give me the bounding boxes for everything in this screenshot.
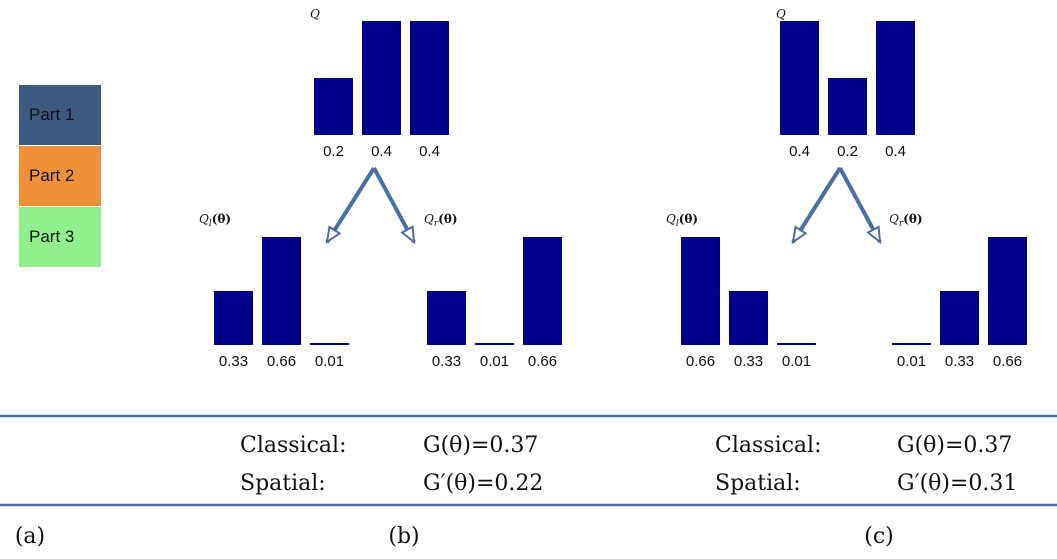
panel-b-left-bar-3 xyxy=(310,343,349,345)
panel-c-classical-label: Classical: xyxy=(715,433,822,458)
panel-b-left-tick-2: 0.66 xyxy=(267,353,296,370)
legend-part-1-label: Part 1 xyxy=(29,105,75,124)
panel-c-right-bar-2 xyxy=(940,291,979,345)
panel-c-left-bar-3 xyxy=(777,343,816,345)
panel-b-arrow-right xyxy=(372,167,416,245)
panel-c-left-bar-2 xyxy=(729,291,768,345)
panel-b-parent-bar-2 xyxy=(362,21,401,135)
panel-c-parent-bar-2 xyxy=(828,78,867,135)
panel-b-right-bar-2 xyxy=(475,343,514,345)
panel-b-left-tick-3: 0.01 xyxy=(315,353,344,370)
panel-c-right-bar-3 xyxy=(988,237,1027,345)
panel-c-parent-bar-3 xyxy=(876,21,915,135)
panel-c-left-tick-3: 0.01 xyxy=(782,353,811,370)
panel-b-parent-tick-3: 0.4 xyxy=(419,143,440,160)
panel-c-parent-bar-1 xyxy=(780,21,819,135)
panel-c-arrow-left xyxy=(791,166,842,245)
panel-c-left-bar-1 xyxy=(681,237,720,345)
panel-label-a: (a) xyxy=(15,524,45,549)
panel-b-spatial-value: G′(θ)=0.22 xyxy=(423,471,543,496)
legend-part-2-label: Part 2 xyxy=(29,166,75,185)
legend-part-3-label: Part 3 xyxy=(29,227,75,246)
panel-c-parent-tick-3: 0.4 xyxy=(885,143,906,160)
panel-c-right-bar-1 xyxy=(892,343,931,345)
panel-b-classical-value: G(θ)=0.37 xyxy=(423,433,538,458)
panel-b-right-tick-2: 0.01 xyxy=(480,353,509,370)
panel-b-right-bar-3 xyxy=(523,237,562,345)
panel-c-classical-value: G(θ)=0.37 xyxy=(897,433,1012,458)
panel-b-left-bar-2 xyxy=(262,237,301,345)
panel-c-right-tick-1: 0.01 xyxy=(897,353,926,370)
panel-b-right-label: Qr(θ) xyxy=(424,212,458,229)
panel-c-spatial-label: Spatial: xyxy=(715,471,801,496)
panel-c-spatial-value: G′(θ)=0.31 xyxy=(897,471,1017,496)
panel-label-b: (b) xyxy=(388,524,419,549)
legend-part-3: Part 3 xyxy=(19,207,101,267)
panel-b-classical-label: Classical: xyxy=(240,433,347,458)
panel-b-left-tick-1: 0.33 xyxy=(219,353,248,370)
panel-c-right-tick-2: 0.33 xyxy=(945,353,974,370)
panel-c-arrow-right xyxy=(838,167,882,245)
panel-b-parent-bar-1 xyxy=(314,78,353,135)
panel-c-left-label: Ql(θ) xyxy=(666,212,698,229)
panel-b-parent-tick-1: 0.2 xyxy=(323,143,344,160)
panel-c-right-tick-3: 0.66 xyxy=(993,353,1022,370)
panel-b-parent-label: Q xyxy=(310,7,320,21)
legend-part-2: Part 2 xyxy=(19,146,101,206)
panel-b-right-tick-3: 0.66 xyxy=(528,353,557,370)
panel-b-spatial-label: Spatial: xyxy=(240,471,326,496)
panel-c-left-tick-1: 0.66 xyxy=(686,353,715,370)
panel-b-right-tick-1: 0.33 xyxy=(432,353,461,370)
legend-part-1: Part 1 xyxy=(19,85,101,145)
panel-b-parent-tick-2: 0.4 xyxy=(371,143,392,160)
panel-c-parent-label: Q xyxy=(776,7,786,21)
panel-c-parent-tick-1: 0.4 xyxy=(789,143,810,160)
panel-c-right-label: Qr(θ) xyxy=(889,212,923,229)
panel-label-c: (c) xyxy=(864,524,894,549)
panel-b-left-bar-1 xyxy=(214,291,253,345)
panel-b-arrow-left xyxy=(325,166,376,245)
panel-c-left-tick-2: 0.33 xyxy=(734,353,763,370)
panel-b-left-label: Ql(θ) xyxy=(199,212,231,229)
panel-b-parent-bar-3 xyxy=(410,21,449,135)
panel-b-right-bar-1 xyxy=(427,291,466,345)
panel-c-parent-tick-2: 0.2 xyxy=(837,143,858,160)
